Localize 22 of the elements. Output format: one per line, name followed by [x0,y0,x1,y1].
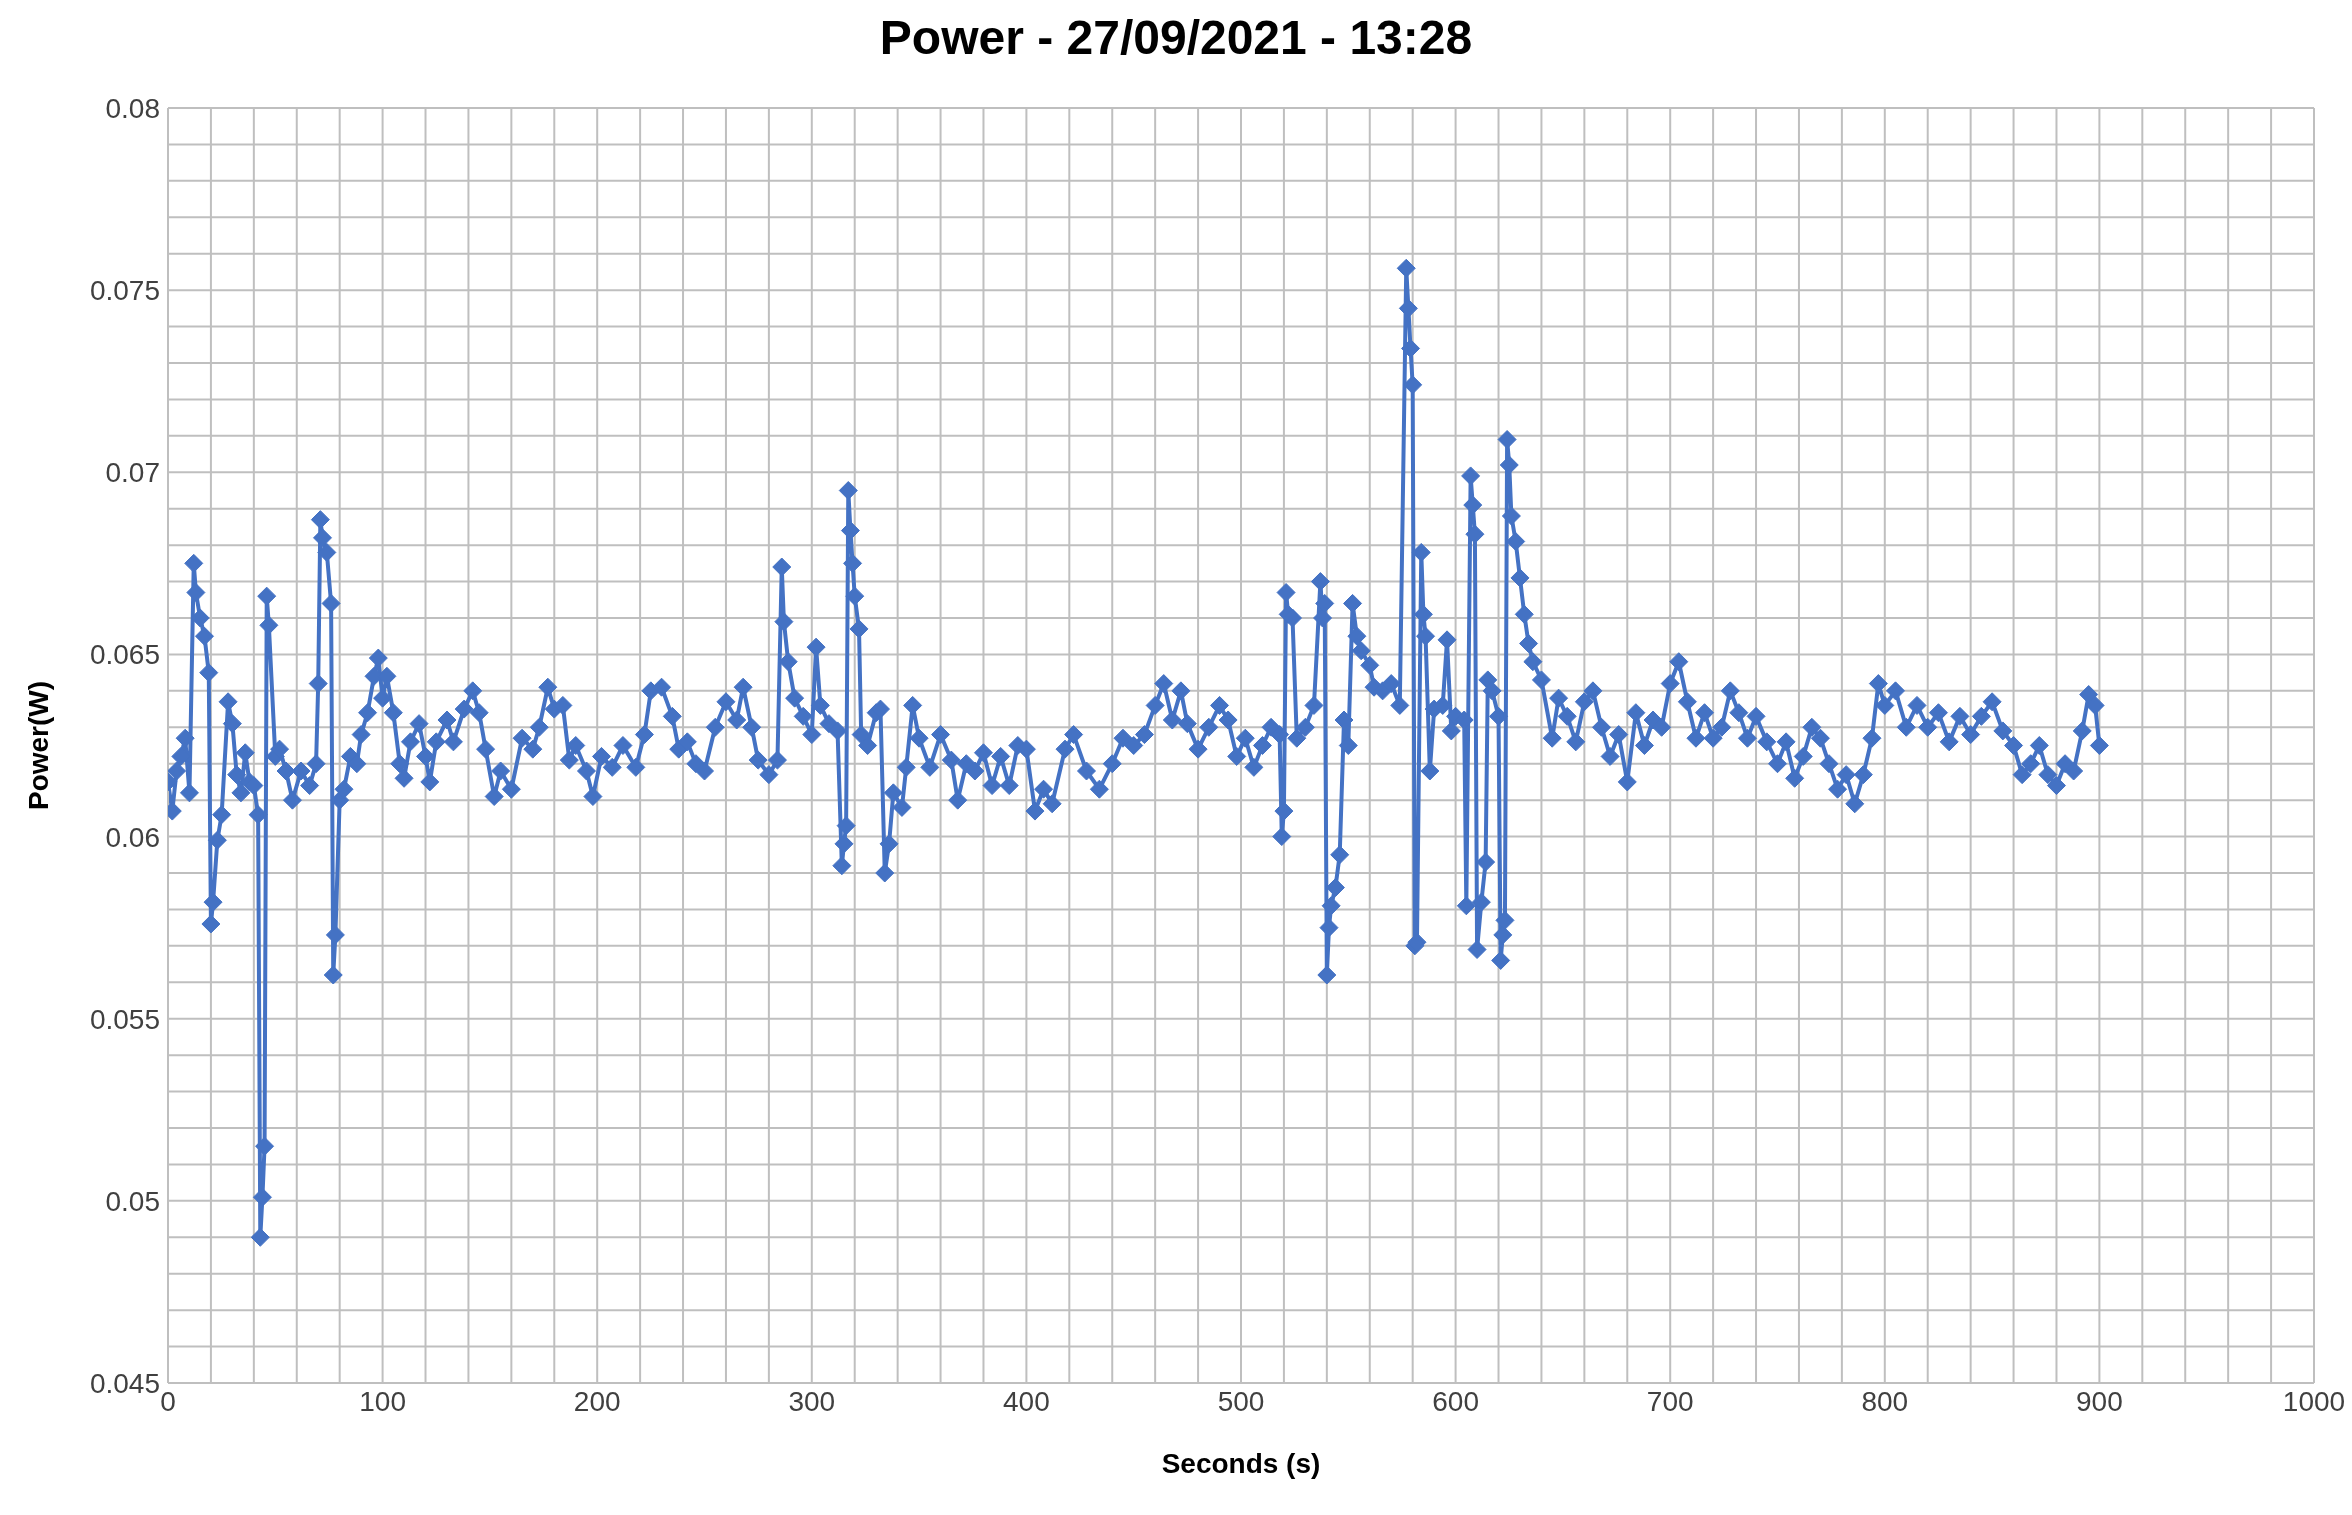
y-tick-label: 0.07 [105,457,160,489]
x-axis-title: Seconds (s) [1161,1448,1321,1479]
x-tick-label: 600 [1432,1385,1479,1417]
y-tick-label: 0.05 [105,1185,160,1217]
y-tick-label: 0.065 [89,639,160,671]
x-tick-label: 800 [1861,1385,1909,1417]
x-tick-label: 400 [1003,1385,1050,1417]
y-tick-label: 0.06 [105,821,160,853]
x-tick-label: 900 [2076,1385,2123,1417]
y-tick-label: 0.075 [89,275,160,307]
y-tick-label: 0.055 [89,1003,160,1035]
chart-title: Power - 27/09/2021 - 13:28 [878,10,1474,66]
y-tick-label: 0.08 [105,92,160,124]
y-tick-label: 0.045 [89,1367,160,1399]
x-tick-label: 300 [788,1385,836,1417]
y-axis-title: Power(W) [22,680,54,811]
x-tick-label: 200 [573,1385,621,1417]
x-tick-label: 1000 [2282,1385,2346,1417]
x-tick-label: 700 [1646,1385,1694,1417]
x-tick-label: 100 [359,1385,406,1417]
x-tick-label: 500 [1217,1385,1265,1417]
x-tick-label: 0 [160,1385,176,1417]
